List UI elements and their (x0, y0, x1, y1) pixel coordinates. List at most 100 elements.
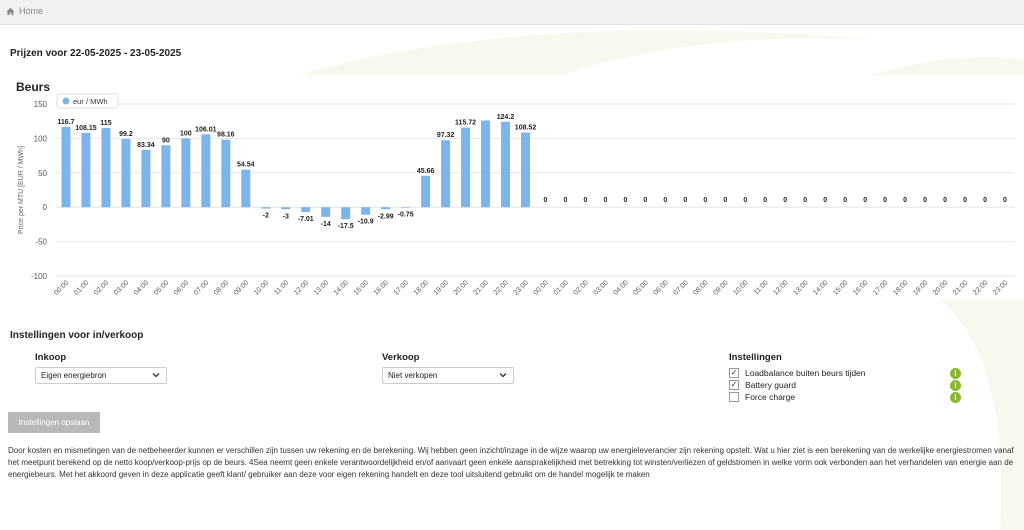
loadbalance-label: Loadbalance buiten beurs tijden (745, 368, 866, 378)
legend-label: eur / MWh (73, 97, 108, 106)
data-label: 0 (583, 197, 587, 204)
legend-marker (62, 97, 70, 105)
home-icon (6, 7, 15, 15)
data-label: 0 (983, 197, 987, 204)
x-tick-label: 02:00 (93, 279, 110, 296)
breadcrumb-home[interactable]: Home (19, 6, 44, 16)
option-force-charge[interactable]: Force charge (729, 391, 795, 403)
bar (121, 138, 131, 208)
data-label: 115.72 (455, 120, 476, 127)
x-tick-label: 01:00 (73, 279, 90, 296)
data-label: 83.34 (137, 142, 155, 149)
x-tick-label: 07:00 (193, 279, 210, 296)
info-icon[interactable]: i (950, 380, 961, 391)
bar (381, 207, 391, 210)
bar (101, 128, 111, 208)
inkoop-select[interactable]: Eigen energiebron (35, 367, 167, 384)
x-tick-label: 15:00 (832, 279, 849, 296)
x-tick-label: 19:00 (433, 279, 450, 296)
data-label: 54.54 (237, 162, 255, 169)
data-label: 0 (703, 197, 707, 204)
verkoop-select[interactable]: Niet verkopen (382, 367, 514, 384)
y-axis-title: Price per MTU [EUR / MWh] (18, 146, 25, 234)
bar (301, 207, 311, 213)
battery-guard-checkbox[interactable]: ✓ (729, 380, 739, 390)
inkoop-select-value: Eigen energiebron (41, 371, 107, 380)
option-loadbalance[interactable]: ✓ Loadbalance buiten beurs tijden (729, 367, 866, 379)
breadcrumb[interactable]: Home (6, 6, 43, 16)
y-tick-label: 150 (34, 100, 48, 109)
chevron-down-icon (152, 373, 160, 378)
info-icon[interactable]: i (950, 392, 961, 403)
bar (461, 127, 471, 208)
x-tick-label: 23:00 (513, 279, 530, 296)
x-tick-label: 06:00 (173, 279, 190, 296)
x-tick-label: 01:00 (553, 279, 570, 296)
x-tick-label: 05:00 (153, 279, 170, 296)
x-tick-label: 04:00 (133, 279, 150, 296)
bar (81, 132, 91, 208)
x-tick-label: 09:00 (712, 279, 729, 296)
x-tick-label: 15:00 (353, 279, 370, 296)
data-label: 106.01 (195, 126, 217, 133)
data-label: 99.2 (119, 131, 133, 138)
data-label: 116.7 (57, 119, 74, 126)
bar (261, 207, 271, 209)
data-label: 0 (863, 197, 867, 204)
x-tick-label: 21:00 (952, 279, 969, 296)
bar (481, 120, 491, 208)
bar (321, 207, 331, 217)
x-tick-label: 20:00 (453, 279, 470, 296)
save-settings-button[interactable]: Instellingen opslaan (8, 412, 100, 433)
data-label: 0 (603, 197, 607, 204)
data-label: 0 (663, 197, 667, 204)
force-charge-checkbox[interactable] (729, 392, 739, 402)
data-label: 0 (903, 197, 907, 204)
x-tick-label: 13:00 (792, 279, 809, 296)
bar (341, 207, 351, 220)
data-label: -10.9 (358, 219, 374, 226)
x-tick-label: 12:00 (293, 279, 310, 296)
x-tick-label: 07:00 (672, 279, 689, 296)
bar (161, 145, 171, 208)
chart-heading: Beurs (16, 80, 51, 94)
info-icon[interactable]: i (950, 368, 961, 379)
x-tick-label: 18:00 (892, 279, 909, 296)
bar (441, 140, 451, 208)
x-tick-label: 00:00 (533, 279, 550, 296)
data-label: 97.32 (437, 132, 455, 139)
x-tick-label: 06:00 (652, 279, 669, 296)
x-tick-label: 02:00 (573, 279, 590, 296)
data-label: 0 (544, 197, 548, 204)
disclaimer-text: Door kosten en mismetingen van de netbeh… (8, 446, 1014, 479)
data-label: -14 (321, 221, 331, 228)
data-label: 98.16 (217, 132, 235, 139)
data-label: 90 (162, 137, 170, 144)
data-label: 0 (803, 197, 807, 204)
price-chart: 150 100 50 0 -50 -100 Price per MTU [EUR / MWh… (18, 93, 1015, 297)
data-label: 0 (1003, 197, 1007, 204)
y-tick-label: -100 (31, 272, 48, 281)
data-label: 100 (180, 130, 192, 137)
force-charge-label: Force charge (745, 392, 796, 402)
x-tick-label: 19:00 (912, 279, 929, 296)
instellingen-label: Instellingen (729, 352, 782, 363)
inkoop-label: Inkoop (35, 352, 67, 363)
data-label: 0 (783, 197, 787, 204)
option-battery-guard[interactable]: ✓ Battery guard (729, 379, 796, 391)
data-label: 0 (564, 197, 568, 204)
bar (501, 121, 511, 208)
data-label: 124.2 (497, 114, 515, 121)
data-label: 108.15 (75, 125, 97, 132)
y-tick-label: 100 (34, 134, 48, 143)
x-tick-label: 09:00 (233, 279, 250, 296)
data-label: 45.66 (417, 168, 435, 175)
page-title: Prijzen voor 22-05-2025 - 23-05-2025 (10, 48, 182, 59)
data-label: 0 (763, 197, 767, 204)
bar (201, 134, 211, 208)
x-tick-label: 22:00 (493, 279, 510, 296)
loadbalance-checkbox[interactable]: ✓ (729, 368, 739, 378)
bar (241, 169, 251, 208)
data-label: 0 (823, 197, 827, 204)
legend-box (56, 93, 119, 109)
